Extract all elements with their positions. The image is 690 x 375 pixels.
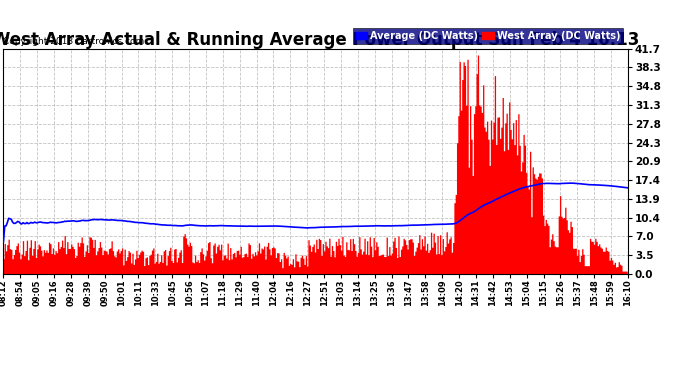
- Text: Copyright 2018 Cartronics.com: Copyright 2018 Cartronics.com: [3, 38, 145, 46]
- Legend: Average (DC Watts), West Array (DC Watts): Average (DC Watts), West Array (DC Watts…: [353, 28, 623, 44]
- Title: West Array Actual & Running Average Power Output Sun Feb 4 16:13: West Array Actual & Running Average Powe…: [0, 31, 640, 49]
